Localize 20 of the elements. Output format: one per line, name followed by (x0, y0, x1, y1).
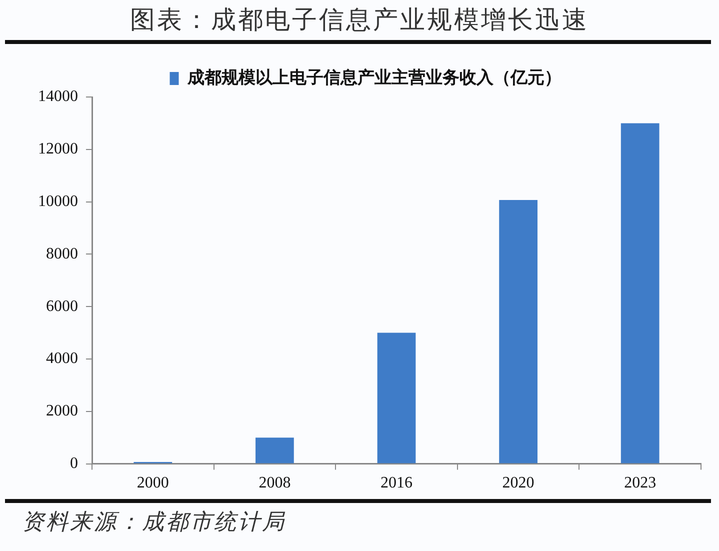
legend-label: 成都规模以上电子信息产业主营业务收入（亿元） (186, 68, 562, 88)
y-tick-label: 2000 (46, 402, 78, 420)
bar (499, 200, 538, 464)
x-tick-label: 2016 (380, 474, 412, 492)
x-tick-label: 2008 (258, 474, 291, 492)
bar (377, 332, 416, 464)
y-tick-label: 10000 (38, 193, 78, 210)
x-tick-label: 2000 (136, 474, 169, 492)
y-tick-label: 0 (70, 455, 78, 472)
x-tick-label: 2020 (502, 474, 534, 492)
bar (620, 123, 660, 464)
chart-title: 图表：成都电子信息产业规模增长迅速 (129, 4, 590, 36)
y-tick-label: 8000 (46, 245, 78, 262)
y-tick-label: 4000 (46, 350, 78, 368)
text: 资料来源：成都市统计局 (21, 509, 287, 537)
y-tick-label: 6000 (46, 298, 78, 315)
y-tick-label: 12000 (38, 140, 78, 158)
x-tick-label: 2023 (624, 474, 656, 492)
bar (256, 438, 294, 464)
y-tick-label: 14000 (38, 88, 78, 106)
